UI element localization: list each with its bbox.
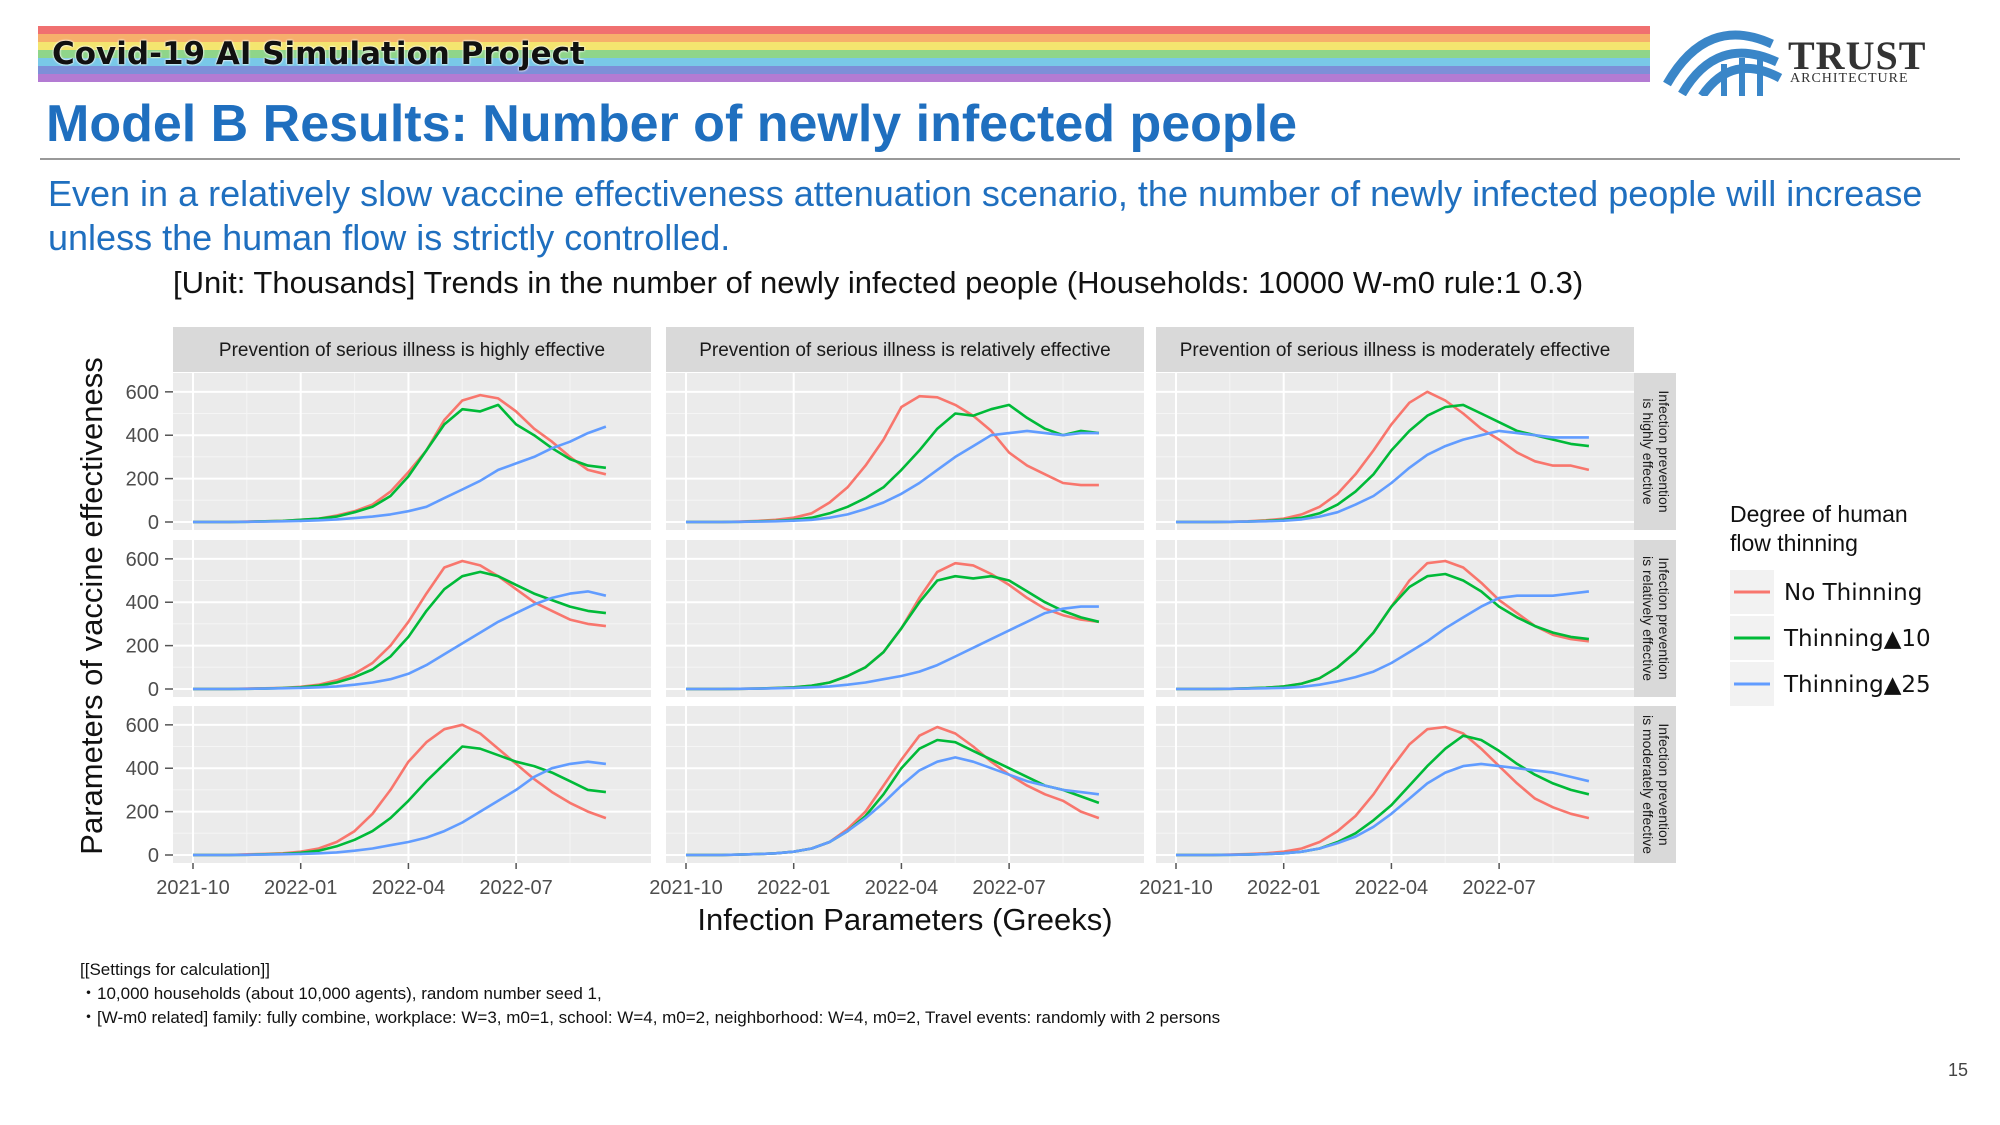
facet-strip-col [666, 327, 1144, 372]
panel-background [173, 373, 651, 530]
row-label-line: is highly effective [1640, 398, 1656, 505]
x-tick-label: 2021-10 [156, 877, 229, 899]
legend-title: flow thinning [1730, 530, 1858, 556]
legend-title: Degree of human [1730, 501, 1908, 527]
x-tick-label: 2022-04 [372, 877, 445, 899]
series-line-thinning-25 [686, 605, 1099, 691]
panel-background [666, 540, 1144, 697]
facet-strip-col [173, 327, 651, 372]
row-label-line: Infection prevention [1656, 723, 1672, 845]
y-tick-label: 0 [148, 512, 159, 534]
panel-background [1156, 540, 1634, 697]
x-tick-label: 2021-10 [649, 877, 722, 899]
panel-background [173, 706, 651, 863]
page-number: 15 [1948, 1060, 1969, 1080]
y-tick-label: 400 [126, 425, 159, 447]
legend-entry-label: Thinning▲10 [1783, 626, 1931, 652]
y-tick-label: 400 [126, 592, 159, 614]
x-tick-label: 2022-07 [1462, 877, 1535, 899]
series-line-thinning-25 [686, 756, 1100, 857]
settings-heading: [[Settings for calculation]] [80, 960, 270, 979]
row-label-line: Infection prevention [1656, 557, 1672, 679]
rainbow-stripe [38, 50, 1650, 58]
y-tick-label: 600 [126, 715, 159, 737]
panel-background [1156, 373, 1634, 530]
settings-block: [[Settings for calculation]] ・10,000 hou… [80, 958, 1220, 1030]
y-tick-label: 400 [126, 758, 159, 780]
y-tick-label: 200 [126, 469, 159, 491]
page-subtitle: Even in a relatively slow vaccine effect… [48, 173, 1923, 258]
page-title: Model B Results: Number of newly infecte… [46, 95, 1298, 153]
facet-strip-row [1634, 373, 1676, 530]
x-tick-label: 2022-01 [757, 877, 830, 899]
y-tick-label: 600 [126, 382, 159, 404]
series-line-thinning-25 [1176, 429, 1589, 524]
legend-entry-label: Thinning▲25 [1783, 672, 1931, 698]
logo-subtext: ARCHITECTURE [1790, 71, 1909, 86]
row-label-line: is moderately effective [1640, 715, 1656, 854]
rainbow-stripe [38, 34, 1650, 42]
x-tick-label: 2021-10 [1139, 877, 1212, 899]
legend-entry-label: No Thinning [1784, 580, 1922, 606]
settings-line-1: ・10,000 households (about 10,000 agents)… [80, 984, 602, 1003]
rainbow-stripe [38, 66, 1650, 74]
rainbow-stripe [38, 42, 1650, 50]
x-axis-label: Infection Parameters (Greeks) [697, 902, 1112, 937]
x-tick-label: 2022-07 [479, 877, 552, 899]
facet-strip-label: Prevention of serious illness is relativ… [699, 340, 1111, 361]
panel-background [1156, 706, 1634, 863]
facet-strip-col [1156, 327, 1634, 372]
series-line-thinning-25 [686, 429, 1099, 524]
y-tick-label: 600 [126, 549, 159, 571]
rainbow-stripe [38, 74, 1650, 82]
y-tick-label: 0 [148, 679, 159, 701]
arches-logo-icon [1663, 30, 1783, 96]
rainbow-banner [38, 26, 1650, 90]
facet-strip-row [1634, 540, 1676, 697]
x-tick-label: 2022-01 [1247, 877, 1320, 899]
facet-strip-row [1634, 706, 1676, 863]
x-tick-label: 2022-04 [865, 877, 938, 899]
series-line-thinning-25 [193, 590, 607, 691]
row-label-line: is relatively effective [1640, 556, 1656, 681]
row-label-line: Infection prevention [1656, 390, 1672, 512]
rainbow-stripe [38, 58, 1650, 66]
x-tick-label: 2022-04 [1355, 877, 1428, 899]
series-line-thinning-25 [193, 425, 607, 524]
title-divider [40, 158, 1960, 160]
facet-strip-label: Prevention of serious illness is highly … [219, 340, 605, 361]
settings-line-2: ・[W-m0 related] family: fully combine, w… [80, 1008, 1221, 1027]
series-line-thinning-25 [1176, 590, 1590, 691]
y-tick-label: 200 [126, 802, 159, 824]
project-banner: Covid-19 AI Simulation Project [52, 36, 585, 72]
series-line-thinning-25 [193, 760, 607, 857]
y-tick-label: 200 [126, 636, 159, 658]
x-tick-label: 2022-01 [264, 877, 337, 899]
panel-background [666, 706, 1144, 863]
panel-background [666, 373, 1144, 530]
facet-strip-label: Prevention of serious illness is moderat… [1180, 340, 1611, 361]
rainbow-stripe [38, 26, 1650, 34]
y-tick-label: 0 [148, 845, 159, 867]
series-line-thinning-25 [1176, 762, 1590, 857]
x-tick-label: 2022-07 [972, 877, 1045, 899]
chart-title: [Unit: Thousands] Trends in the number o… [173, 265, 1584, 300]
y-axis-label: Parameters of vaccine effectiveness [74, 357, 109, 854]
logo-text: TRUST [1788, 33, 1927, 78]
